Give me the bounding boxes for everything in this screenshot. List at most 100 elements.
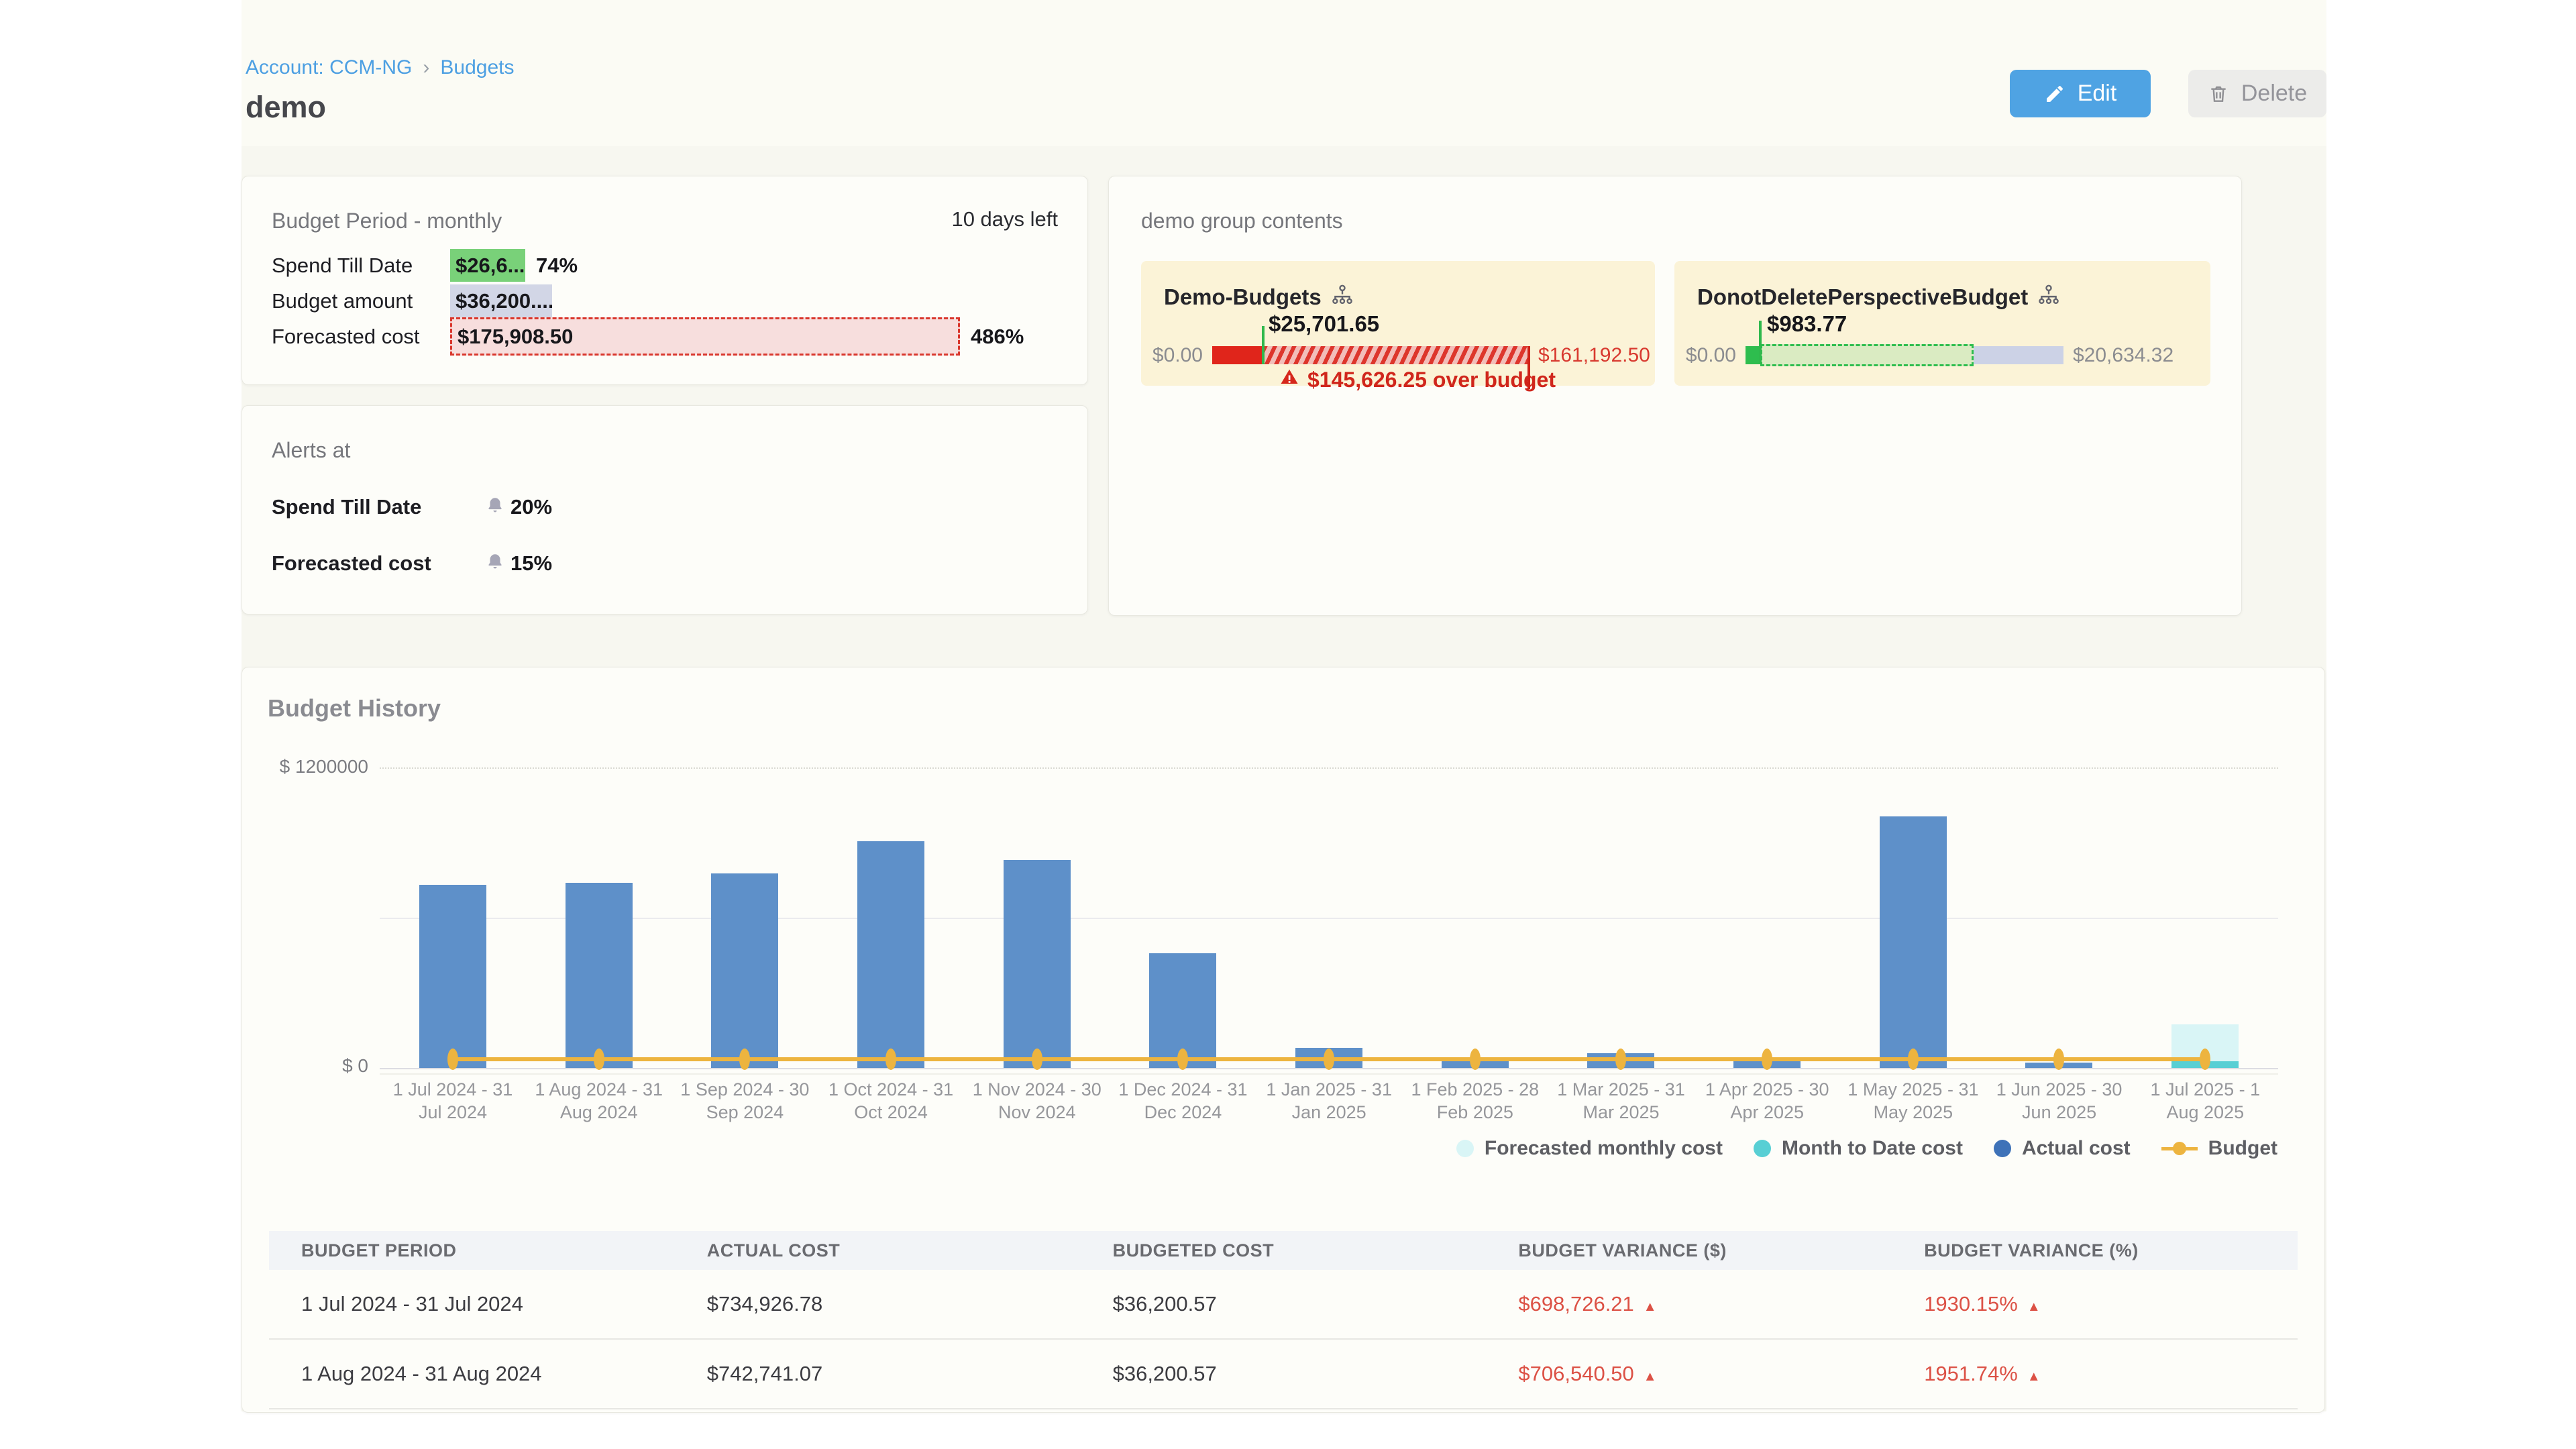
delete-button[interactable]: Delete [2188,70,2326,117]
group-budget-header: Demo-Budgets [1164,284,1354,310]
x-axis-labels: 1 Jul 2024 - 31 Jul 2024 1 Aug 2024 - 31 … [380,1078,2278,1138]
y-axis-max-label: $ 1200000 [279,756,368,777]
legend-item[interactable]: Budget [2161,1137,2277,1160]
table-cell-budgeted: $36,200.57 [1112,1362,1217,1385]
actual-spend-value: $25,701.65 [1269,311,1380,336]
budget-line-marker [1762,1049,1773,1070]
legend-label: Forecasted monthly cost [1484,1137,1723,1159]
group-contents-card: demo group contents Demo-Budgets $0.00 $16… [1108,176,2242,616]
table-header-row: BUDGET PERIOD ACTUAL COST BUDGETED COST BUD… [269,1231,2298,1270]
x-axis-label: 1 Sep 2024 - 30 Sep 2024 [680,1079,810,1122]
group-budget-header: DonotDeletePerspectiveBudget [1697,284,2060,310]
budget-progress-bar: $983.77 [1746,311,2063,366]
budget-progress-bar: $25,701.65 [1212,311,1530,389]
legend-label: Actual cost [2021,1137,2131,1159]
forecast-segment [1760,344,1974,366]
budget-period-value-chip: $36,200.... [450,284,552,317]
actual-cost-bar [1879,816,1947,1068]
alert-row-label: Spend Till Date [272,495,422,519]
budget-line-marker [1031,1049,1042,1070]
legend-budget-marker-icon [2161,1140,2198,1157]
gridline-mid [380,918,2278,919]
x-axis-label: 1 Jun 2025 - 30 Jun 2025 [1996,1079,2123,1122]
content-area: Budget Period - monthly 10 days left Spe… [241,146,2326,1413]
x-axis-label: 1 Jul 2025 - 1 Aug 2025 [2150,1079,2261,1122]
breadcrumb-account-link[interactable]: Account: CCM-NG [246,56,413,78]
budget-period-row: Spend Till Date $26,6... 74% [272,248,1058,283]
actual-spend-segment [1746,346,1760,364]
x-axis-label: 1 Feb 2025 - 28 Feb 2025 [1411,1079,1540,1122]
bell-icon [485,496,505,519]
budget-period-value-chip: $175,908.50 [450,317,960,356]
budget-history-card: Budget History $ 1200000 $ 0 1 Jul 2024 … [241,667,2325,1413]
budget-history-chart [380,767,2278,1075]
alert-threshold-value: 15% [511,551,553,575]
legend-dot-icon [1753,1140,1771,1157]
table-cell-variance_pct: 1930.15% ▲ [1924,1292,2041,1316]
table-header-cell: ACTUAL COST [706,1240,841,1260]
budget-period-percent: 74% [536,253,578,277]
pencil-icon [2044,83,2065,105]
budget-line-marker [1907,1049,1919,1070]
page-title: demo [246,90,327,124]
bell-icon [485,552,505,576]
table-header-cell: BUDGET VARIANCE (%) [1924,1240,2139,1260]
x-axis-label: 1 Jan 2025 - 31 Jan 2025 [1266,1079,1392,1122]
budget-line-marker [739,1049,751,1070]
budget-line-marker [1177,1049,1189,1070]
table-row[interactable]: 1 Jul 2024 - 31 Jul 2024 $734,926.78 $36,2… [269,1270,2298,1340]
table-cell-budgeted: $36,200.57 [1112,1292,1217,1316]
days-left-label: 10 days left [951,207,1058,231]
group-budget-name: DonotDeletePerspectiveBudget [1697,284,2029,309]
sitemap-icon [2037,284,2060,310]
legend-item[interactable]: Forecasted monthly cost [1456,1137,1723,1160]
sitemap-icon [1331,284,1354,310]
breadcrumb-budgets-link[interactable]: Budgets [440,56,515,78]
actual-cost-bar [565,883,633,1068]
bar-min-label: $0.00 [1152,344,1203,366]
actual-spend-value: $983.77 [1767,311,1847,336]
table-row[interactable]: 1 Aug 2024 - 31 Aug 2024 $742,741.07 $36,2… [269,1340,2298,1409]
table-cell-actual: $734,926.78 [706,1292,823,1316]
budget-line-marker [593,1049,604,1070]
edit-button[interactable]: Edit [2010,70,2151,117]
table-cell-variance_usd: $706,540.50 ▲ [1518,1362,1657,1385]
forecast-overage-segment [1263,346,1529,364]
group-budget-card: DonotDeletePerspectiveBudget $0.00 $20,634… [1674,261,2210,386]
alerts-title: Alerts at [272,438,351,462]
alerts-card: Alerts at Spend Till Date 20% Forecasted c… [241,405,1088,614]
table-header-cell: BUDGET VARIANCE ($) [1518,1240,1727,1260]
table-cell-period: 1 Aug 2024 - 31 Aug 2024 [301,1362,542,1385]
actual-spend-tick [1262,326,1265,364]
legend-dot-icon [1456,1140,1474,1157]
x-axis-label: 1 Nov 2024 - 30 Nov 2024 [972,1079,1102,1122]
actual-cost-bar [419,885,486,1068]
edit-button-label: Edit [2077,80,2117,106]
x-axis-label: 1 Jul 2024 - 31 Jul 2024 [392,1079,513,1122]
x-axis-label: 1 Dec 2024 - 31 Dec 2024 [1118,1079,1248,1122]
legend-item[interactable]: Actual cost [1993,1137,2131,1160]
budget-line-marker [2200,1049,2211,1070]
x-axis-label: 1 May 2025 - 31 May 2025 [1847,1079,1979,1122]
budget-period-rows: Spend Till Date $26,6... 74% Budget amount $… [272,248,1058,356]
actual-cost-bar [857,841,924,1068]
actual-cost-bar [1003,860,1071,1068]
bar-max-label: $161,192.50 [1538,344,1650,366]
alert-row-label: Forecasted cost [272,551,431,575]
page-header: Account: CCM-NG › Budgets demo Edit Dele… [241,0,2326,147]
actual-spend-segment [1212,346,1263,364]
remaining-budget-segment [1974,346,2063,364]
budget-line-marker [1615,1049,1627,1070]
table-cell-actual: $742,741.07 [706,1362,823,1385]
up-triangle-icon: ▲ [1643,1299,1657,1314]
up-triangle-icon: ▲ [2027,1299,2041,1314]
table-cell-variance_pct: 1951.74% ▲ [1924,1362,2041,1385]
legend-label: Month to Date cost [1781,1137,1963,1159]
table-body: 1 Jul 2024 - 31 Jul 2024 $734,926.78 $36,2… [269,1270,2298,1409]
group-budget-name: Demo-Budgets [1164,284,1322,309]
warning-triangle-icon [1279,367,1299,392]
budget-line-marker [1324,1049,1334,1070]
y-axis-zero-label: $ 0 [342,1055,368,1076]
legend-item[interactable]: Month to Date cost [1753,1137,1963,1160]
